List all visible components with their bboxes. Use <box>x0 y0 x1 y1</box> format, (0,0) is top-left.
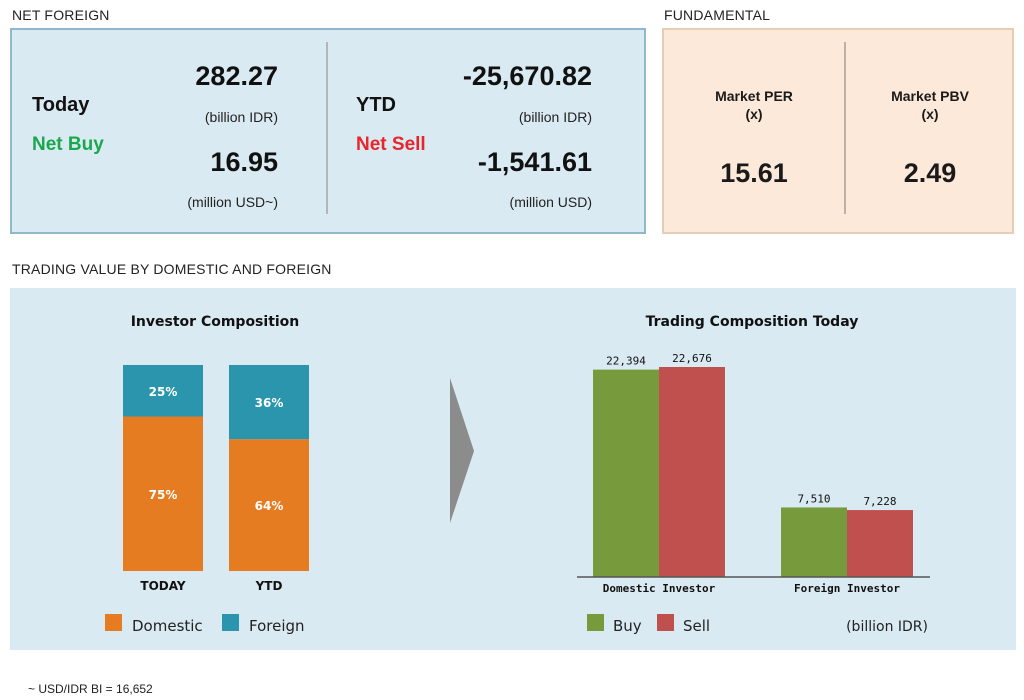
bar-domestic-today <box>123 416 203 571</box>
market-pbv-unit: (x) <box>921 106 939 122</box>
ytd-usd-unit: (million USD) <box>509 194 592 210</box>
ytd-status: Net Sell <box>356 134 426 155</box>
legend-label-sell: Sell <box>683 617 710 635</box>
bar-foreign-ytd <box>229 365 309 440</box>
market-pbv-label-text: Market PBV <box>891 88 969 104</box>
category-today: TODAY <box>140 579 185 593</box>
label-foreign-today: 25% <box>149 385 178 399</box>
bar-foreign-today <box>123 365 203 417</box>
trading-panel: Investor Composition 75% 25% TODAY 64% 36% YT… <box>10 288 1016 650</box>
bar-domestic-ytd <box>229 439 309 571</box>
legend-swatch-buy <box>587 614 604 631</box>
category-domestic-investor: Domestic Investor <box>603 582 716 595</box>
market-per-unit: (x) <box>745 106 763 122</box>
value-sell-foreign-investor: 7,228 <box>863 495 896 508</box>
bar-sell-domestic-investor <box>659 367 725 577</box>
fundamental-divider <box>844 42 846 214</box>
bar-sell-foreign-investor <box>847 510 913 577</box>
trading-title: TRADING VALUE BY DOMESTIC AND FOREIGN <box>12 261 332 277</box>
legend-swatch-foreign <box>222 614 239 631</box>
today-idr-value: 282.27 <box>195 61 278 91</box>
flow-arrow <box>450 378 474 523</box>
value-sell-domestic-investor: 22,676 <box>672 352 712 365</box>
legend-label-domestic: Domestic <box>132 617 203 635</box>
trading-composition-title: Trading Composition Today <box>646 314 859 330</box>
net-foreign-divider <box>326 42 328 214</box>
legend-swatch-domestic <box>105 614 122 631</box>
legend-label-foreign: Foreign <box>249 617 305 635</box>
net-foreign-card: Today Net Buy 282.27 (billion IDR) 16.95… <box>10 28 646 234</box>
value-buy-domestic-investor: 22,394 <box>606 355 646 368</box>
trading-charts: Investor Composition 75% 25% TODAY 64% 36% YT… <box>105 314 930 635</box>
net-foreign-title: NET FOREIGN <box>12 7 110 23</box>
fundamental-title: FUNDAMENTAL <box>664 7 771 23</box>
bar-buy-foreign-investor <box>781 507 847 577</box>
label-domestic-today: 75% <box>149 488 178 502</box>
today-idr-unit: (billion IDR) <box>204 109 278 125</box>
today-usd-value: 16.95 <box>210 147 278 177</box>
market-per-label-text: Market PER <box>715 88 793 104</box>
today-status: Net Buy <box>32 134 104 155</box>
category-foreign-investor: Foreign Investor <box>794 582 900 595</box>
trading-unit-label: (billion IDR) <box>846 619 928 635</box>
legend-swatch-sell <box>657 614 674 631</box>
ytd-idr-value: -25,670.82 <box>462 61 592 91</box>
label-foreign-ytd: 36% <box>255 396 284 410</box>
category-ytd: YTD <box>255 579 283 593</box>
today-usd-unit: (million USD~) <box>187 194 278 210</box>
investor-composition-title: Investor Composition <box>131 314 300 330</box>
value-buy-foreign-investor: 7,510 <box>797 492 830 505</box>
market-pbv-value: 2.49 <box>903 158 957 188</box>
label-domestic-ytd: 64% <box>255 499 284 513</box>
market-per-label: Market PER (x) <box>674 87 834 123</box>
today-label: Today <box>32 94 90 116</box>
ytd-usd-value: -1,541.61 <box>477 147 592 177</box>
market-per-value: 15.61 <box>720 158 788 188</box>
legend-label-buy: Buy <box>613 617 642 635</box>
fundamental-card: Market PER (x) 15.61 Market PBV (x) 2.49 <box>662 28 1014 234</box>
fx-footnote: ~ USD/IDR BI = 16,652 <box>28 682 153 696</box>
bar-buy-domestic-investor <box>593 369 659 577</box>
market-pbv-label: Market PBV (x) <box>850 87 1010 123</box>
ytd-idr-unit: (billion IDR) <box>518 109 592 125</box>
ytd-label: YTD <box>356 94 396 116</box>
